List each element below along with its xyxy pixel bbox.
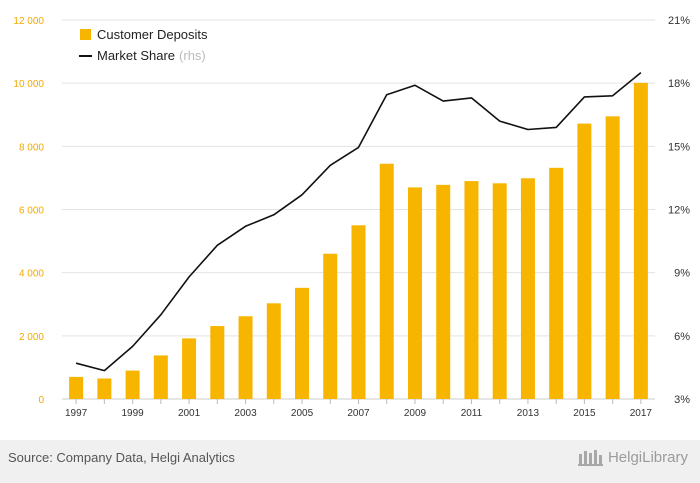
x-tick-label: 2005 xyxy=(291,408,314,419)
bar-customer-deposits-2010 xyxy=(436,184,451,399)
right-tick-label: 18% xyxy=(668,78,690,90)
legend-swatch-deposits xyxy=(80,29,91,40)
x-tick-label: 2013 xyxy=(517,408,540,419)
chart-canvas: 0 2 000 4 000 6 000 8 000 10 000 12 000 3% 6% 9%… xyxy=(13,15,690,419)
legend: Customer Deposits Market Share (rhs) xyxy=(79,27,208,63)
bar-customer-deposits-2014 xyxy=(549,167,564,399)
x-tick-label: 2007 xyxy=(347,408,370,419)
bar-customer-deposits-2015 xyxy=(577,123,592,400)
source-text: Source: Company Data, Helgi Analytics xyxy=(8,450,235,465)
x-tick-label: 1997 xyxy=(65,408,88,419)
bar-customer-deposits-2013 xyxy=(520,178,535,399)
x-tick-label: 2011 xyxy=(461,408,483,419)
helgi-library-logo[interactable]: HelgiLibrary xyxy=(577,448,688,466)
legend-market-share-name: Market Share xyxy=(97,48,175,63)
market-share-line xyxy=(75,71,642,372)
right-tick-label: 9% xyxy=(674,268,690,280)
market-share-line-group xyxy=(75,71,642,372)
logo-text: HelgiLibrary xyxy=(607,448,688,466)
right-tick-label: 3% xyxy=(674,394,690,406)
left-tick-label: 0 xyxy=(38,395,44,406)
bar-customer-deposits-2008 xyxy=(379,163,394,399)
bar-customer-deposits-1999 xyxy=(125,370,140,399)
left-axis-ticks: 0 2 000 4 000 6 000 8 000 10 000 12 000 xyxy=(13,16,44,406)
x-axis-ticks: 1997 1999 2001 2003 2005 2007 2009 2011 2013 2015… xyxy=(65,399,652,419)
left-tick-label: 10 000 xyxy=(13,79,44,90)
bar-customer-deposits-2009 xyxy=(407,187,422,399)
bar-customer-deposits-2017 xyxy=(633,82,648,399)
library-icon xyxy=(577,450,603,466)
bar-customer-deposits-2007 xyxy=(351,225,366,399)
x-tick-label: 1999 xyxy=(121,408,144,419)
right-tick-label: 12% xyxy=(668,205,690,217)
left-tick-label: 2 000 xyxy=(19,332,44,343)
x-tick-label: 2009 xyxy=(404,408,427,419)
bar-customer-deposits-2012 xyxy=(492,183,507,399)
deposit-bars xyxy=(69,82,648,400)
bar-customer-deposits-2016 xyxy=(605,116,620,400)
left-tick-label: 8 000 xyxy=(19,142,44,153)
x-tick-label: 2017 xyxy=(630,408,653,419)
legend-label-market-share: Market Share (rhs) xyxy=(97,48,206,63)
x-tick-label: 2015 xyxy=(573,408,596,419)
bar-customer-deposits-2004 xyxy=(266,303,281,399)
footer: Source: Company Data, Helgi Analytics He… xyxy=(0,440,700,483)
right-axis-ticks: 3% 6% 9% 12% 15% 18% 21% xyxy=(668,15,690,406)
bar-customer-deposits-2011 xyxy=(464,181,479,399)
x-tick-label: 2001 xyxy=(178,408,201,419)
x-tick-label: 2003 xyxy=(234,408,257,419)
right-tick-label: 21% xyxy=(668,15,690,27)
left-tick-label: 6 000 xyxy=(19,206,44,217)
bar-customer-deposits-1998 xyxy=(97,378,112,399)
right-tick-label: 15% xyxy=(668,141,690,153)
bar-customer-deposits-2001 xyxy=(182,338,197,399)
left-tick-label: 4 000 xyxy=(19,269,44,280)
bar-customer-deposits-2000 xyxy=(153,355,168,399)
legend-rhs-suffix: (rhs) xyxy=(179,48,206,63)
bar-customer-deposits-2002 xyxy=(210,326,225,399)
bar-customer-deposits-2005 xyxy=(295,287,310,399)
bar-customer-deposits-2006 xyxy=(323,253,338,399)
bar-customer-deposits-1997 xyxy=(69,376,84,399)
bar-customer-deposits-2003 xyxy=(238,316,253,399)
legend-label-deposits: Customer Deposits xyxy=(97,27,208,42)
right-tick-label: 6% xyxy=(674,331,690,343)
left-tick-label: 12 000 xyxy=(13,16,44,27)
